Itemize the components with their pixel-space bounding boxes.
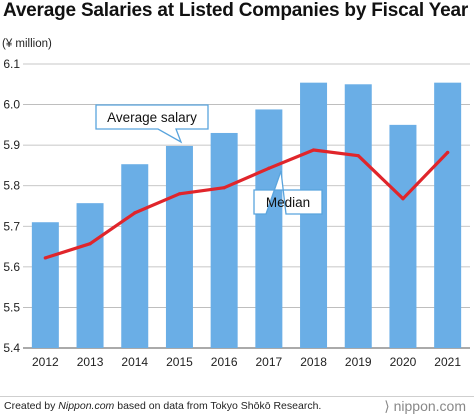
- footer-divider: [0, 396, 474, 397]
- source-credit: Created by Nippon.com based on data from…: [4, 400, 321, 412]
- bar-2019: [344, 84, 372, 349]
- nippon-logo: ⟩ nippon.com: [384, 398, 466, 414]
- credit-prefix: Created by: [4, 400, 59, 412]
- average-salary-callout-box: [95, 104, 209, 144]
- median-point-2017: [267, 166, 271, 170]
- median-line-layer: [43, 148, 450, 260]
- average-salary-bars: [31, 82, 462, 349]
- y-tick-label: 6.1: [3, 57, 20, 71]
- x-tick-label: 2014: [121, 355, 148, 369]
- median-point-2015: [177, 192, 182, 196]
- average-salary-callout-label: Average salary: [107, 110, 197, 125]
- x-tick-label: 2016: [211, 355, 238, 369]
- y-tick-label: 6.0: [3, 98, 20, 112]
- axis-labels: 5.4 5.5 5.6 5.7 5.8 5.9 6.0 6.1 2012 2013 2014 2015…: [3, 57, 461, 369]
- x-tick-label: 2019: [345, 355, 372, 369]
- median-point-2014: [133, 211, 137, 215]
- chart-plot: 5.4 5.5 5.6 5.7 5.8 5.9 6.0 6.1 2012 2013 2014 2015…: [3, 57, 470, 369]
- y-tick-label: 5.8: [3, 179, 20, 193]
- x-tick-label: 2020: [390, 355, 417, 369]
- median-point-2016: [222, 186, 226, 190]
- bar-2018: [300, 82, 328, 349]
- median-callout-label: Median: [266, 195, 310, 210]
- y-tick-label: 5.5: [3, 300, 20, 314]
- y-axis-unit-label: (¥ million): [2, 38, 52, 50]
- bar-2015: [165, 145, 193, 348]
- y-tick-label: 5.7: [3, 219, 20, 233]
- y-tick-label: 5.6: [3, 260, 20, 274]
- y-tick-label: 5.4: [3, 341, 20, 355]
- x-tick-label: 2015: [166, 355, 193, 369]
- x-tick-label: 2018: [300, 355, 327, 369]
- bar-2014: [121, 164, 149, 348]
- bar-2020: [389, 124, 417, 348]
- x-tick-label: 2021: [434, 355, 461, 369]
- median-point-2013: [88, 242, 92, 246]
- x-tick-label: 2017: [255, 355, 282, 369]
- bar-2013: [76, 203, 104, 348]
- median-point-2020: [401, 197, 405, 201]
- median-point-2019: [356, 154, 360, 158]
- credit-site: Nippon.com: [58, 400, 115, 412]
- series-callouts: Average salary Median: [95, 104, 323, 215]
- y-tick-label: 5.9: [3, 138, 20, 152]
- median-point-2018: [311, 148, 316, 152]
- x-tick-label: 2013: [77, 355, 104, 369]
- median-point-2012: [43, 256, 47, 260]
- median-line: [43, 148, 450, 260]
- credit-suffix: based on data from Tokyo Shōkō Research.: [114, 400, 322, 412]
- bar-2012: [31, 222, 59, 348]
- chart-title: Average Salaries at Listed Companies by …: [3, 0, 469, 21]
- median-callout-box: [253, 170, 323, 215]
- bar-2016: [210, 132, 238, 348]
- x-tick-label: 2012: [32, 355, 59, 369]
- bar-2021: [434, 82, 462, 349]
- bar-2017: [255, 109, 283, 348]
- median-point-2021: [446, 150, 450, 155]
